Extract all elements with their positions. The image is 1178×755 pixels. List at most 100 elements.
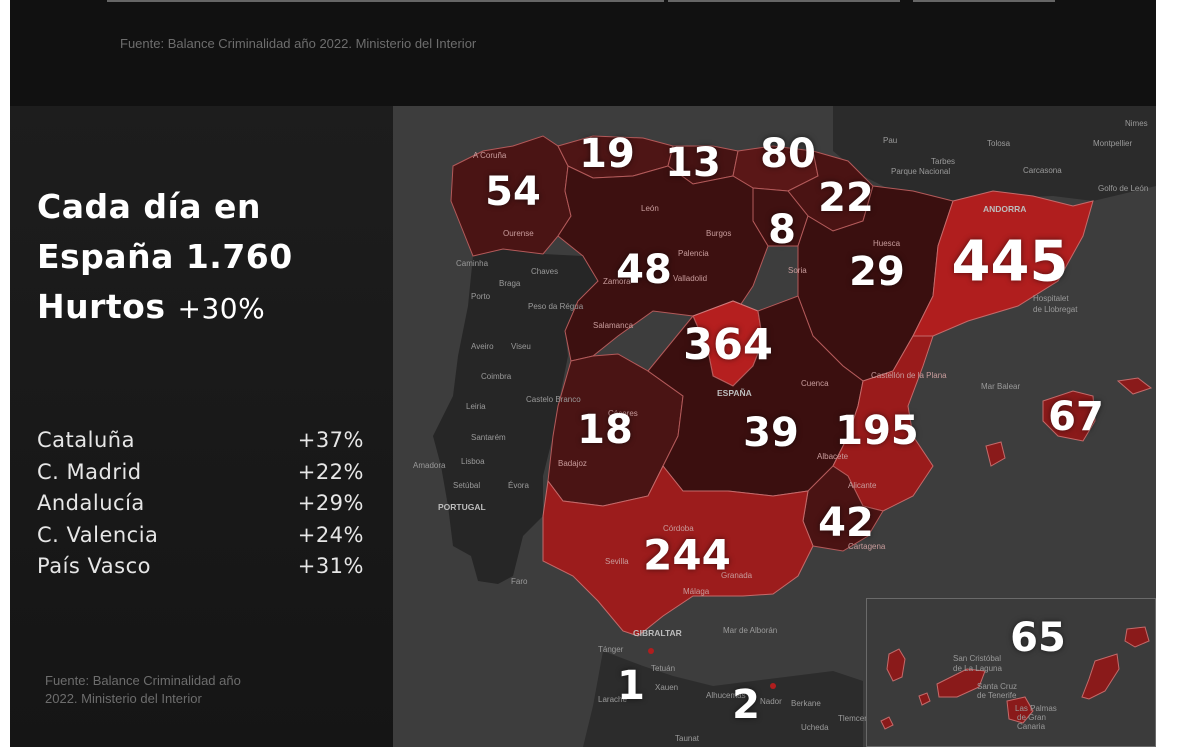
- label-coimbra: Coimbra: [481, 372, 512, 381]
- stat-region-name: C. Valencia: [37, 522, 159, 547]
- label-burgos: Burgos: [706, 229, 731, 238]
- label-castelo-branco: Castelo Branco: [526, 395, 581, 404]
- label-viseu: Viseu: [511, 342, 531, 351]
- label-sevilla: Sevilla: [605, 557, 629, 566]
- france-land: [833, 106, 1156, 204]
- headline-line-3: Hurtos +30%: [37, 282, 293, 334]
- morocco-land: [583, 651, 863, 747]
- label-nador: Nador: [760, 697, 782, 706]
- region-baleares-mallorca: [1042, 390, 1096, 442]
- label-xauen: Xauen: [655, 683, 678, 692]
- label-andorra: ANDORRA: [983, 204, 1026, 214]
- label-las-palmas: Las Palmas: [1015, 704, 1057, 713]
- value-castilla-leon: 48: [616, 247, 672, 293]
- label-cartagena: Cartagena: [848, 542, 886, 551]
- island-lanzarote: [1124, 626, 1150, 648]
- island-fuerteventura: [1081, 653, 1120, 700]
- stat-region-value: +24%: [297, 522, 364, 547]
- left-source-line-2: 2022. Ministerio del Interior: [45, 691, 202, 706]
- value-cantabria: 13: [665, 140, 721, 186]
- label-setubal: Setúbal: [453, 481, 480, 490]
- label-la-laguna: de La Laguna: [953, 664, 1002, 673]
- island-el-hierro: [880, 716, 894, 730]
- region-cataluna: [912, 190, 1094, 337]
- stat-row: C. Valencia +24%: [37, 520, 364, 552]
- label-albacete: Albacete: [817, 452, 849, 461]
- label-leiria: Leiria: [466, 402, 486, 411]
- label-salamanca: Salamanca: [593, 321, 634, 330]
- label-larache: Larache: [598, 695, 627, 704]
- label-caceres: Cáceres: [608, 409, 638, 418]
- label-llobregat: de Llobregat: [1033, 305, 1078, 314]
- label-mar-balear: Mar Balear: [981, 382, 1020, 391]
- value-melilla: 2: [732, 682, 760, 728]
- region-stats-list: Cataluña +37% C. Madrid +22% Andalucía +…: [37, 425, 364, 583]
- label-tlemcen: Tlemcen: [838, 714, 869, 723]
- island-tenerife: [936, 668, 986, 698]
- label-faro: Faro: [511, 577, 528, 586]
- label-peso-regua: Peso da Régua: [528, 302, 584, 311]
- stat-region-value: +37%: [297, 428, 364, 452]
- label-amadora: Amadora: [413, 461, 446, 470]
- label-de-tenerife: de Tenerife: [977, 691, 1017, 700]
- island-la-palma: [886, 648, 906, 682]
- top-bar-segment: [668, 0, 900, 2]
- value-la-rioja: 8: [768, 207, 796, 253]
- value-murcia: 42: [818, 500, 874, 546]
- label-canaria: Canaria: [1017, 722, 1046, 731]
- stat-region-name: Cataluña: [37, 428, 135, 452]
- island-la-gomera: [918, 692, 931, 706]
- top-bar-segment: [107, 0, 664, 2]
- stat-region-value: +22%: [297, 459, 364, 484]
- left-source-text: Fuente: Balance Criminalidad año 2022. M…: [45, 672, 295, 708]
- label-montpellier: Montpellier: [1093, 139, 1132, 148]
- label-pau: Pau: [883, 136, 897, 145]
- label-leon: León: [641, 204, 659, 213]
- top-bar-segment: [913, 0, 1055, 2]
- value-cataluna: 445: [951, 229, 1069, 295]
- stat-row: Andalucía +29%: [37, 488, 364, 520]
- label-valladolid: Valladolid: [673, 274, 707, 283]
- label-portugal: PORTUGAL: [438, 502, 486, 512]
- label-gibraltar: GIBRALTAR: [633, 628, 682, 638]
- label-mar-alboran: Mar de Alborán: [723, 626, 777, 635]
- left-source-line-1: Fuente: Balance Criminalidad año: [45, 673, 241, 688]
- value-aragon: 29: [849, 249, 905, 295]
- value-baleares: 67: [1048, 394, 1104, 440]
- label-ourense: Ourense: [503, 229, 534, 238]
- top-header-band: Fuente: Balance Criminalidad año 2022. M…: [10, 0, 1156, 106]
- label-aveiro: Aveiro: [471, 342, 494, 351]
- label-tanger: Tánger: [598, 645, 624, 654]
- headline-crime-word: Hurtos: [37, 287, 166, 326]
- label-granada: Granada: [721, 571, 753, 580]
- stat-region-name: Andalucía: [37, 491, 145, 515]
- label-hospitalet: Hospitalet: [1033, 294, 1069, 303]
- stat-row: Cataluña +37%: [37, 425, 364, 457]
- label-caminha: Caminha: [456, 259, 489, 268]
- value-navarra: 22: [818, 175, 874, 221]
- canary-islands-inset: San Cristóbal de La Laguna Santa Cruz de…: [866, 598, 1156, 747]
- label-ucheda: Ucheda: [801, 723, 829, 732]
- island-gran-canaria: [1006, 696, 1034, 724]
- region-baleares-ibiza: [985, 441, 1006, 467]
- label-zamora: Zamora: [603, 277, 631, 286]
- stat-row: País Vasco +31%: [37, 551, 364, 583]
- label-braga: Braga: [499, 279, 521, 288]
- value-asturias: 19: [579, 131, 635, 177]
- label-malaga: Málaga: [683, 587, 710, 596]
- value-extremadura: 18: [577, 407, 633, 453]
- value-galicia: 54: [485, 169, 541, 215]
- label-lisboa: Lisboa: [461, 457, 485, 466]
- headline-line-1: Cada día en: [37, 187, 261, 226]
- label-tetuan: Tetuán: [651, 664, 675, 673]
- label-santarem: Santarém: [471, 433, 506, 442]
- label-cuenca: Cuenca: [801, 379, 829, 388]
- label-pirineo: Parque Nacional: [891, 167, 950, 176]
- left-info-panel: Cada día en España 1.760 Hurtos +30% Cat…: [10, 106, 393, 747]
- headline: Cada día en España 1.760 Hurtos +30%: [37, 182, 293, 334]
- value-madrid: 364: [683, 320, 773, 370]
- label-nimes: Nimes: [1125, 119, 1148, 128]
- label-castellon: Castellón de la Plana: [871, 371, 947, 380]
- stat-row: C. Madrid +22%: [37, 457, 364, 489]
- label-chaves: Chaves: [531, 267, 558, 276]
